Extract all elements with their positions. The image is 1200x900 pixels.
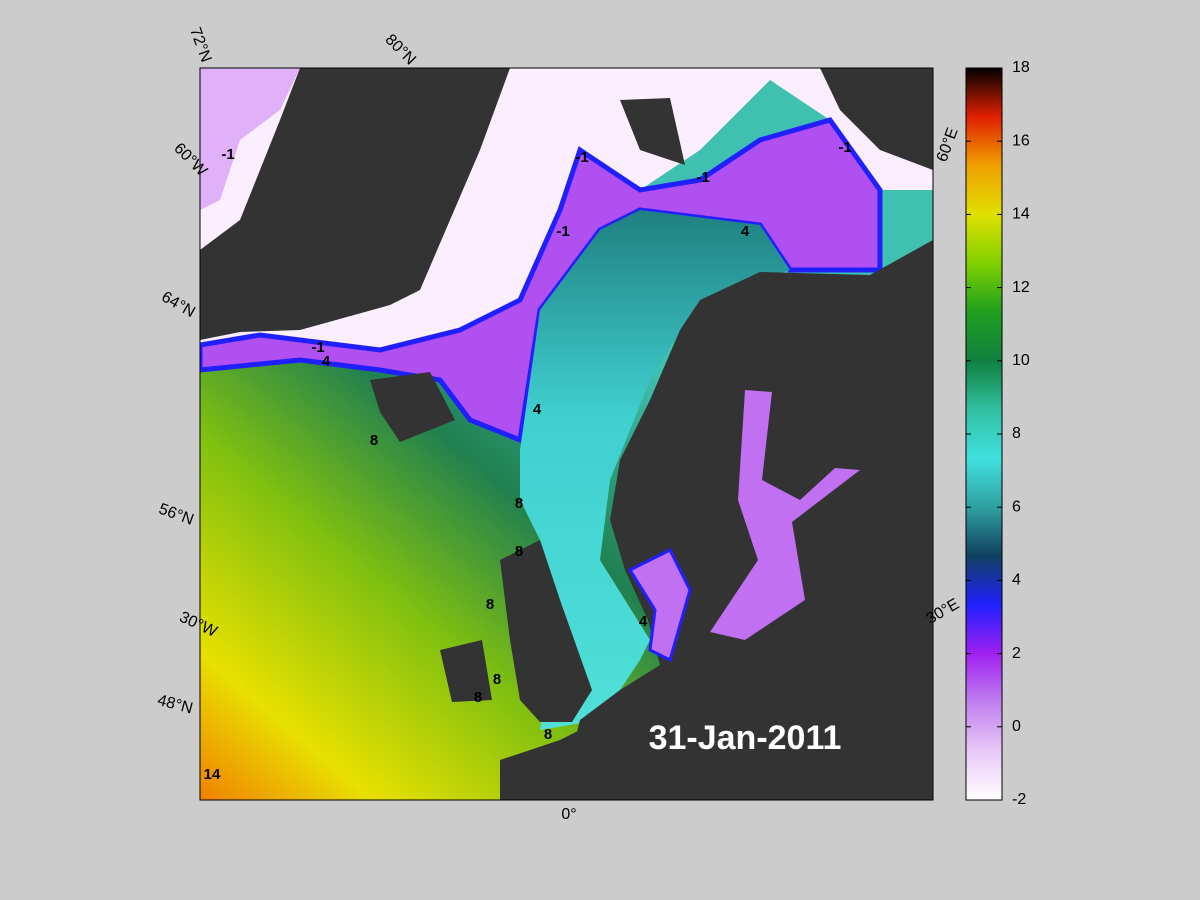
- contour-label: 4: [533, 401, 542, 418]
- colorbar-tick-label: 14: [1012, 206, 1030, 223]
- plot-frame: [199, 67, 934, 801]
- graticule-label: 80°N: [382, 31, 419, 68]
- colorbar-tick-label: 18: [1012, 59, 1030, 76]
- contour-label: -1: [221, 146, 234, 163]
- colorbar-tick-label: 4: [1012, 572, 1021, 589]
- colorbar-tick-label: 8: [1012, 425, 1021, 442]
- colorbar-tick-label: 0: [1012, 718, 1021, 735]
- colorbar: [965, 67, 1003, 801]
- greenland: [200, 68, 510, 340]
- graticule-label: 60°E: [934, 126, 962, 165]
- graticule-label: 72°N: [186, 25, 214, 64]
- graticule-label: 64°N: [158, 288, 197, 321]
- ireland: [440, 640, 492, 702]
- colorbar-tick-label: 12: [1012, 279, 1030, 296]
- baltic: [710, 390, 860, 640]
- norwegian-sea: [520, 210, 790, 730]
- contour-label: 4: [741, 223, 750, 240]
- svalbard: [620, 98, 685, 165]
- contour-label: 4: [639, 613, 648, 630]
- graticule-label: 0°: [561, 806, 576, 823]
- iceland: [370, 372, 455, 442]
- skagerrak: [627, 547, 692, 663]
- novaya-zemlya: [820, 68, 933, 170]
- europe: [500, 700, 933, 800]
- contour-label: 14: [204, 766, 221, 783]
- contour-label: 8: [515, 495, 523, 512]
- graticule-label: 56°N: [156, 501, 195, 529]
- contour-label: -1: [556, 223, 569, 240]
- cold-water: [200, 68, 300, 210]
- colorbar-tick-label: 6: [1012, 498, 1021, 515]
- map: [200, 68, 933, 800]
- contour-label: 8: [544, 726, 552, 743]
- contour-label: 8: [493, 671, 501, 688]
- contour-label: -1: [838, 139, 851, 156]
- contour-label: -1: [575, 149, 588, 166]
- contour-label: -1: [696, 169, 709, 186]
- contour-label: 4: [322, 353, 331, 370]
- contour-label: -1: [311, 339, 324, 356]
- great-britain: [500, 540, 592, 722]
- colorbar-tick-label: 10: [1012, 352, 1030, 369]
- date-label: 31-Jan-2011: [649, 719, 842, 757]
- colorbar-tick-label: 2: [1012, 645, 1021, 662]
- contour-label: 8: [515, 543, 523, 560]
- contour-label: 8: [486, 596, 494, 613]
- contour-label: 8: [370, 432, 378, 449]
- colorbar-tick-label: 16: [1012, 132, 1030, 149]
- colorbar-tick-label: -2: [1012, 791, 1026, 808]
- graticule-label: 48°N: [156, 692, 195, 718]
- contour-label: 8: [474, 689, 482, 706]
